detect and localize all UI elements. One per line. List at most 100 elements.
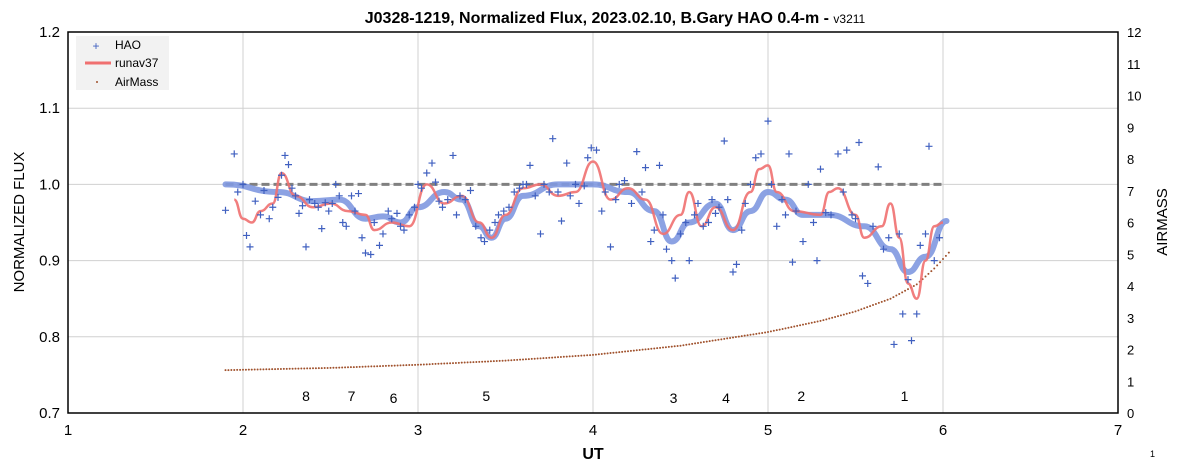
airmass-point (729, 336, 732, 339)
hao-point (418, 184, 425, 192)
hao-point (895, 230, 903, 238)
hao-point (874, 163, 882, 171)
hao-point (370, 219, 378, 226)
airmass-point (939, 261, 942, 264)
airmass-point (758, 332, 761, 335)
airmass-point (947, 251, 950, 254)
hao-point (302, 243, 310, 251)
hao-point (656, 161, 663, 169)
airmass-point (551, 356, 554, 359)
hao-point (848, 211, 856, 219)
y2-tick-label: 7 (1127, 184, 1134, 199)
airmass-point (673, 345, 676, 348)
airmass-point (711, 339, 714, 342)
annotation-label: 4 (722, 390, 730, 406)
hao-point (855, 138, 863, 146)
airmass-point (726, 337, 729, 340)
airmass-point (574, 355, 577, 358)
hao-point (839, 188, 847, 196)
hao-point (659, 211, 667, 219)
airmass-point (627, 350, 629, 353)
hao-point (908, 337, 915, 345)
airmass-point (317, 367, 320, 370)
airmass-point (559, 355, 562, 358)
airmass-point (732, 336, 734, 339)
airmass-point (495, 360, 498, 363)
y2-axis-label: AIRMASS (1154, 188, 1171, 256)
airmass-point (274, 368, 277, 371)
hao-point (925, 142, 933, 150)
airmass-point (349, 366, 352, 369)
airmass-point (834, 315, 837, 318)
airmass-point (641, 348, 644, 351)
y-tick-label: 1.1 (39, 100, 60, 117)
hao-point (230, 150, 238, 158)
airmass-point (667, 345, 670, 348)
airmass-point (489, 360, 492, 363)
hao-point (510, 188, 518, 196)
airmass-point (781, 327, 784, 330)
airmass-point (936, 264, 939, 267)
annotation-label: 5 (482, 388, 490, 404)
hao-point (505, 203, 513, 211)
hao-point (785, 150, 793, 158)
airmass-point (320, 367, 323, 370)
airmass-point (752, 333, 755, 336)
hao-point (428, 159, 436, 167)
hao-point (822, 209, 830, 217)
airmass-point (557, 356, 559, 359)
hao-point (864, 279, 872, 287)
hao-point (757, 150, 765, 158)
hao-point (647, 238, 655, 246)
airmass-point (323, 367, 326, 370)
title-main: J0328-1219, Normalized Flux, 2023.02.10,… (365, 10, 834, 27)
airmass-point (831, 316, 834, 319)
airmass-point (609, 352, 612, 355)
hao-point (789, 258, 796, 266)
airmass-point (268, 368, 271, 371)
hao-point (715, 203, 723, 211)
airmass-point (545, 356, 548, 359)
airmass-point (457, 361, 460, 364)
hao-point (859, 272, 866, 280)
airmass-point (277, 368, 279, 371)
airmass-point (524, 358, 527, 361)
hao-point (348, 192, 355, 200)
airmass-point (793, 325, 796, 328)
airmass-point (697, 341, 699, 344)
airmass-point (443, 362, 446, 365)
annotation-label: 1 (901, 388, 909, 404)
airmass-point (533, 357, 536, 360)
title-version: v3211 (833, 12, 865, 26)
hao-point (752, 154, 760, 162)
hao-point (575, 199, 583, 207)
airmass-point (842, 313, 845, 316)
airmass-point (279, 367, 282, 370)
airmass-point (472, 361, 475, 364)
airmass-point (904, 289, 907, 292)
airmass-point (393, 364, 396, 367)
airmass-point (874, 302, 877, 305)
airmass-point (662, 346, 664, 349)
hao-point (325, 207, 333, 215)
hao-point (486, 226, 494, 234)
legend: + HAO runav37 AirMass (76, 36, 169, 90)
hao-point (274, 193, 282, 201)
hao-point (720, 137, 728, 145)
airmass-point (452, 362, 454, 365)
hao-point (904, 276, 912, 284)
y2-tick-label: 10 (1127, 89, 1141, 104)
airmass-point (606, 352, 609, 355)
airmass-point (869, 305, 872, 308)
airmass-point (527, 358, 530, 361)
hao-point (379, 230, 387, 238)
hao-point (299, 202, 306, 210)
airmass-point (253, 368, 256, 371)
hao-point (642, 164, 649, 172)
x-tick-label: 4 (589, 422, 597, 439)
airmass-point (417, 363, 419, 366)
airmass-point (676, 344, 679, 347)
airmass-point (784, 327, 787, 330)
airmass-point (463, 361, 466, 364)
